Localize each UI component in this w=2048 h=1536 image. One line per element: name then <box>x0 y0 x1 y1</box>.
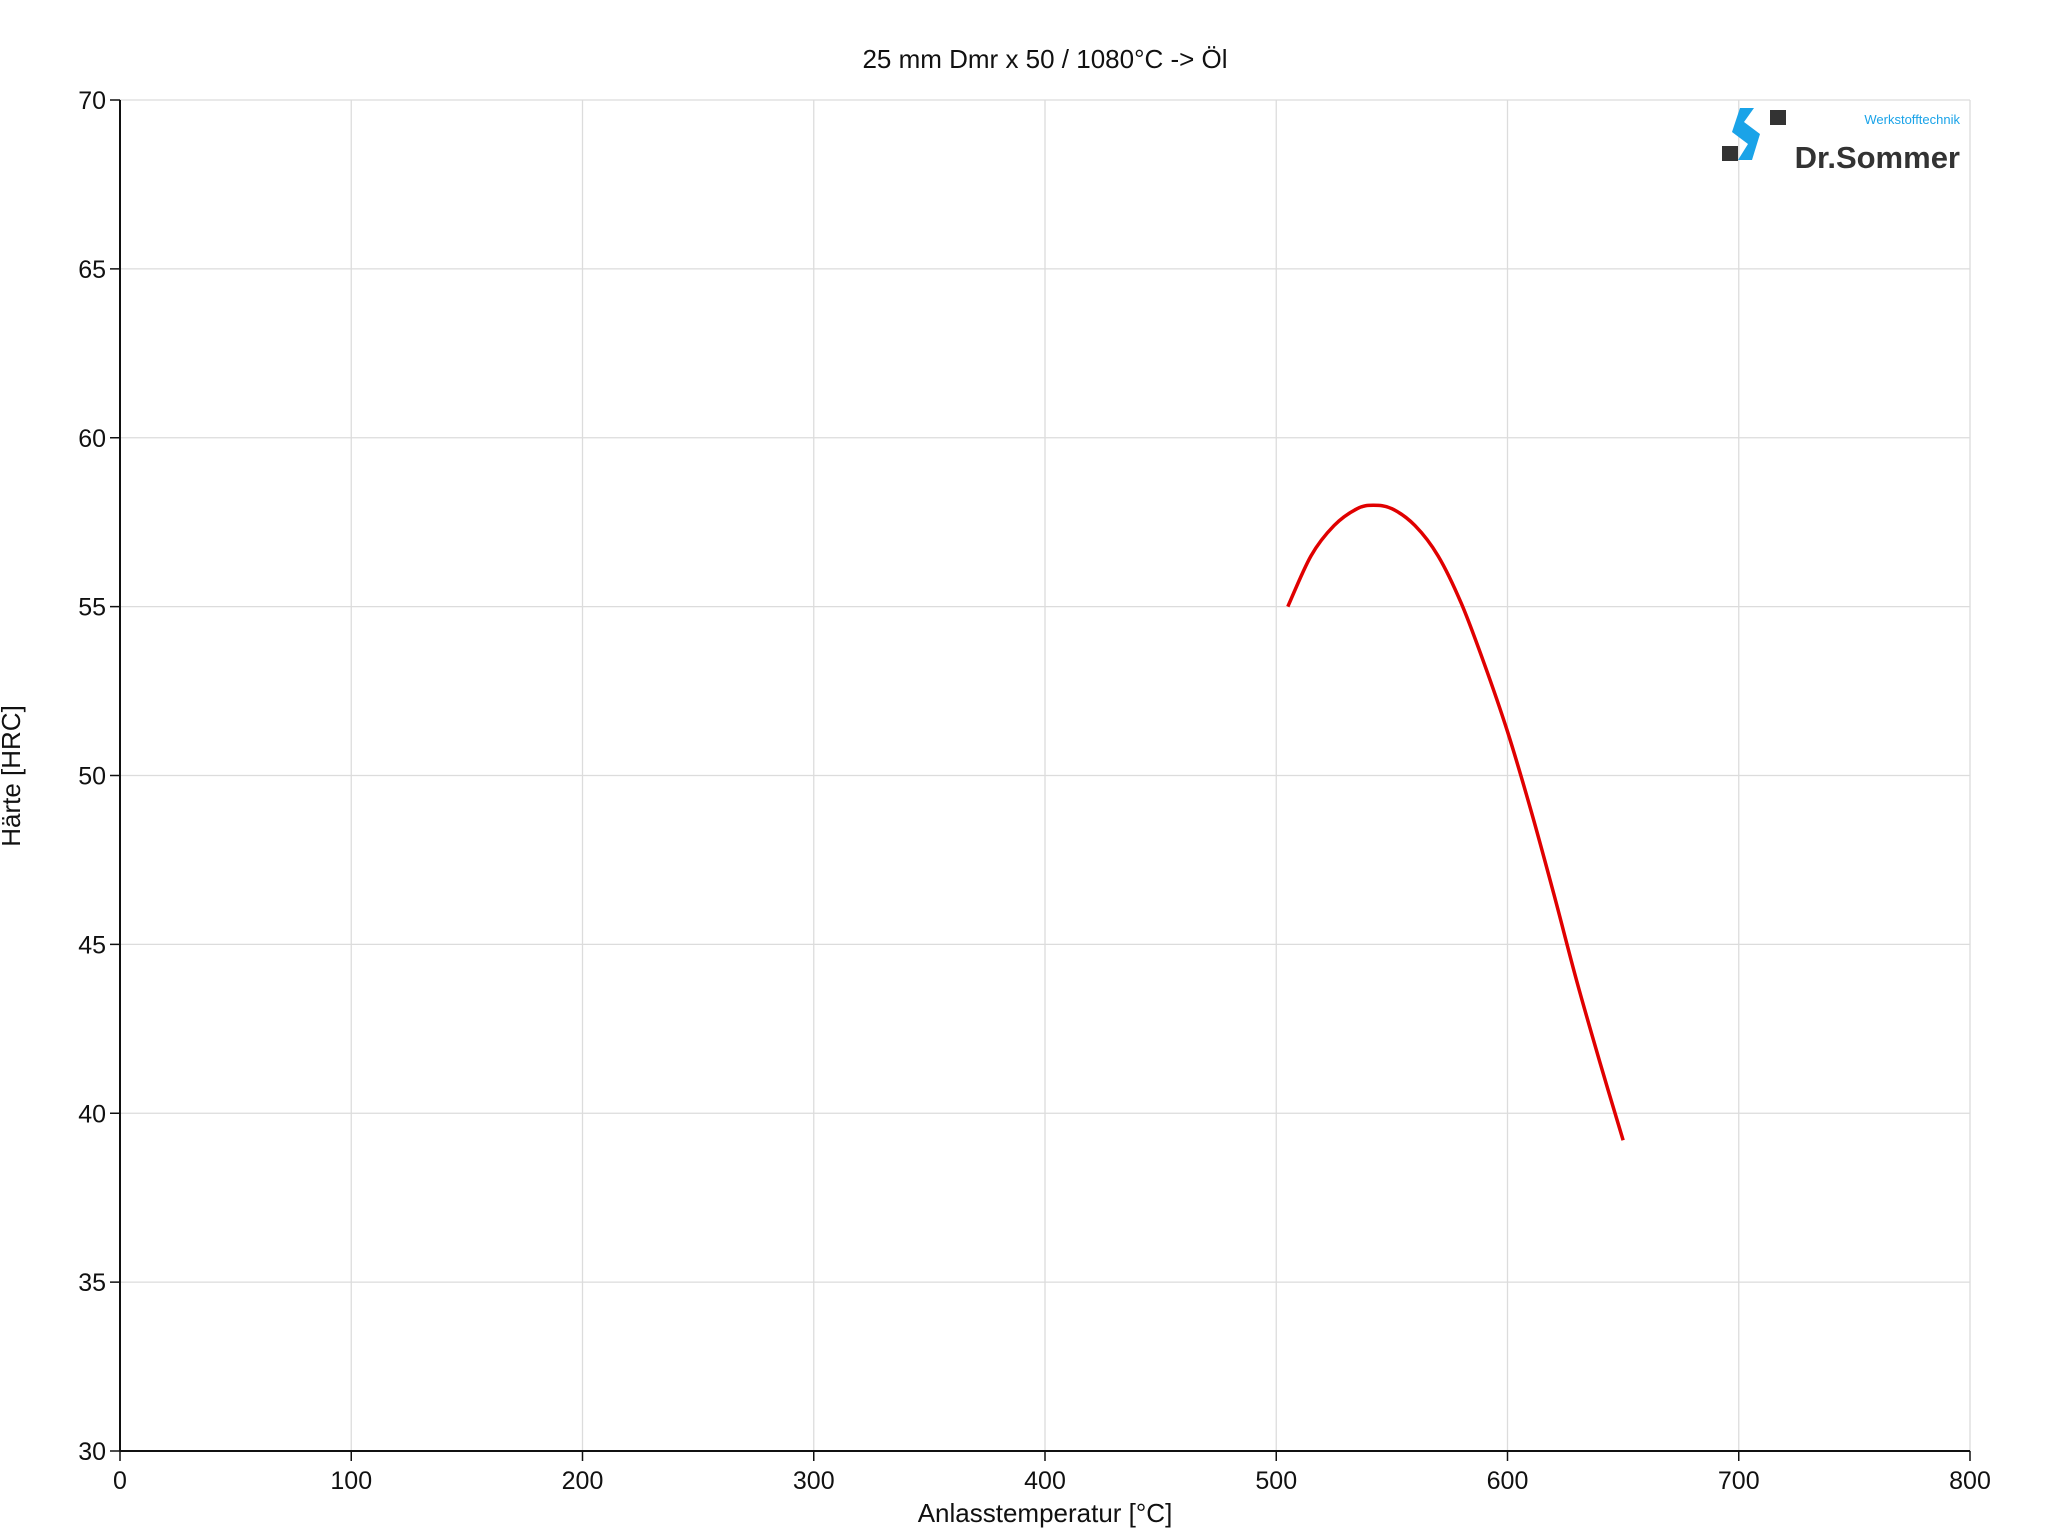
y-tick-label: 45 <box>78 931 106 959</box>
tick-labels: 0 100 200 300 400 500 600 700 800 30 35 40 45 50 55 60 6… <box>78 87 1991 1495</box>
grid <box>119 99 1971 1452</box>
x-tick-label: 200 <box>562 1467 604 1495</box>
x-tick-label: 500 <box>1255 1467 1297 1495</box>
axes <box>110 99 1971 1461</box>
x-tick-label: 300 <box>793 1467 835 1495</box>
y-tick-label: 30 <box>78 1438 106 1466</box>
logo-tagline: Werkstofftechnik <box>1864 112 1960 127</box>
x-axis-label: Anlasstemperatur [°C] <box>918 1498 1173 1528</box>
y-tick-label: 70 <box>78 87 106 115</box>
logo-square <box>1770 110 1786 125</box>
dr-sommer-logo: Werkstofftechnik Dr.Sommer <box>1722 108 1960 175</box>
x-tick-label: 100 <box>330 1467 372 1495</box>
y-tick-label: 60 <box>78 425 106 453</box>
chart-title: 25 mm Dmr x 50 / 1080°C -> Öl <box>862 44 1227 74</box>
logo-square <box>1722 146 1738 161</box>
series <box>1286 503 1625 1141</box>
x-tick-label: 0 <box>113 1467 127 1495</box>
logo-s-shape <box>1732 108 1760 160</box>
y-axis-label: Härte [HRC] <box>0 705 26 847</box>
hardness-curve <box>1286 503 1625 1141</box>
x-tick-label: 700 <box>1718 1467 1760 1495</box>
y-tick-label: 65 <box>78 256 106 284</box>
y-tick-label: 50 <box>78 763 106 791</box>
y-tick-label: 40 <box>78 1100 106 1128</box>
y-tick-label: 35 <box>78 1269 106 1297</box>
x-tick-label: 400 <box>1024 1467 1066 1495</box>
y-tick-label: 55 <box>78 594 106 622</box>
logo-brand: Dr.Sommer <box>1795 140 1960 175</box>
x-tick-label: 600 <box>1487 1467 1529 1495</box>
x-tick-label: 800 <box>1949 1467 1991 1495</box>
